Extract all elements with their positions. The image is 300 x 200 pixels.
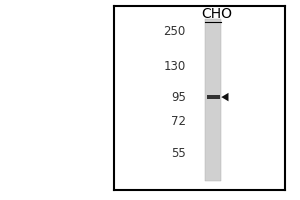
Polygon shape: [221, 93, 229, 101]
Bar: [207, 95, 220, 99]
Text: 55: 55: [171, 147, 186, 160]
Text: 95: 95: [171, 91, 186, 104]
Bar: [206, 19, 221, 181]
Text: 250: 250: [164, 25, 186, 38]
Text: 72: 72: [171, 115, 186, 128]
Text: 130: 130: [164, 60, 186, 73]
Text: CHO: CHO: [201, 7, 232, 21]
